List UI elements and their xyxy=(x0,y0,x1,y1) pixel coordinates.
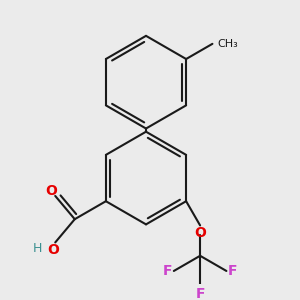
Text: F: F xyxy=(163,264,172,278)
Text: O: O xyxy=(48,243,60,257)
Text: O: O xyxy=(194,226,206,240)
Text: H: H xyxy=(33,242,42,255)
Text: F: F xyxy=(195,287,205,300)
Text: CH₃: CH₃ xyxy=(217,39,238,49)
Text: F: F xyxy=(228,264,238,278)
Text: O: O xyxy=(45,184,57,198)
